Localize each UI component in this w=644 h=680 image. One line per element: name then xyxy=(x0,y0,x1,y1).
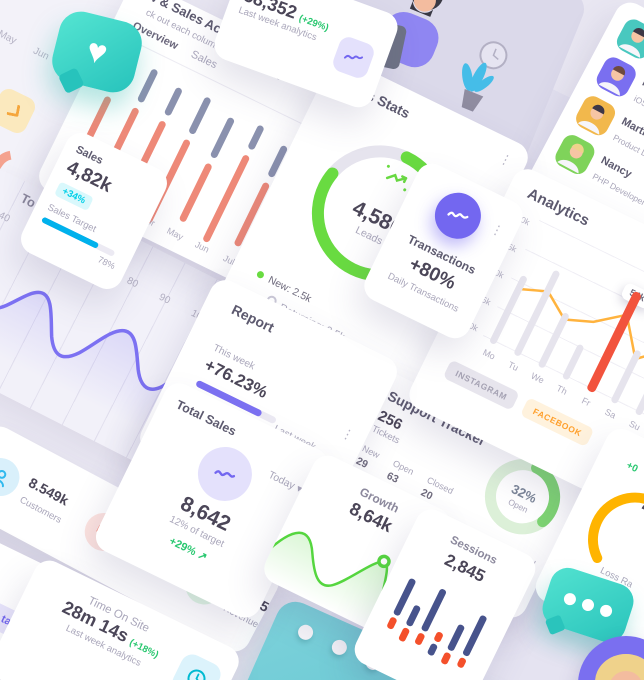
time-on-site-card: Time On Site 28m 14s (+18%) Last week an… xyxy=(0,555,245,680)
user-icon xyxy=(0,451,27,503)
loss-rate-card: +0 78 Loss Ra xyxy=(530,423,644,665)
secondary-bar xyxy=(136,67,159,104)
candle-accent xyxy=(433,630,444,644)
gauge-donut-chart xyxy=(485,459,561,535)
face xyxy=(413,0,436,12)
candle-body xyxy=(420,588,448,633)
data-point-marker xyxy=(377,554,391,569)
beard xyxy=(409,1,434,17)
candlestick xyxy=(456,614,488,669)
session-stat-card: Session 58,352 (+29%) Last week analytic… xyxy=(209,0,403,112)
avatar xyxy=(593,53,640,100)
candlestick xyxy=(426,630,444,657)
clock-icon-tile xyxy=(168,650,225,680)
window-dot xyxy=(295,622,316,643)
chat-dot xyxy=(598,603,614,619)
candle-accent xyxy=(397,626,411,643)
candle-body xyxy=(426,642,439,657)
candle-body xyxy=(461,614,488,658)
kebab-menu-icon[interactable]: ⋮ xyxy=(338,424,357,444)
member-role: iOS xyxy=(632,93,644,109)
list-item-member[interactable] xyxy=(613,15,644,124)
list-item-member[interactable]: Nancy PHP Developer xyxy=(551,131,644,241)
candle-body xyxy=(405,604,422,628)
transactions-icon-circle xyxy=(427,184,489,247)
chevron-icon xyxy=(6,103,21,118)
trend-wave-icon xyxy=(214,470,236,478)
metric-customers: 8.549k Customers xyxy=(0,451,75,528)
member-name: N xyxy=(640,76,644,92)
chat-dot xyxy=(562,591,578,607)
trend-wave-icon xyxy=(447,211,469,219)
list-item-member[interactable]: N iOS xyxy=(593,53,644,163)
trend-icon-tile xyxy=(330,34,377,81)
transactions-card: ⋮ Transactions +80% Daily Transactions xyxy=(358,158,529,344)
kebab-menu-icon[interactable]: ⋮ xyxy=(496,149,515,170)
candle-accent xyxy=(414,632,426,646)
gauge-arc xyxy=(588,492,644,587)
legend-dot xyxy=(255,270,266,280)
face xyxy=(611,671,641,680)
avatar xyxy=(613,15,644,62)
avatar xyxy=(572,92,619,139)
secondary-bar xyxy=(163,86,183,117)
bar-line-chart: 54k xyxy=(481,219,644,422)
secondary-bar xyxy=(187,95,212,135)
member-list: N iOS Martin Product De Nancy PHP Develo… xyxy=(548,15,644,248)
total-sales-card: Total Sales Today ▾ 8,642 12% of target … xyxy=(90,377,334,624)
chat-dot xyxy=(580,597,596,613)
avatar xyxy=(551,131,598,178)
candle-accent xyxy=(456,656,467,669)
secondary-bar xyxy=(246,124,265,151)
period-dropdown[interactable]: Today ▾ xyxy=(266,468,305,496)
analytics-card: Analytics 100k75k50k25k0k 54k MoTuWeThFr… xyxy=(404,163,644,508)
list-item-member[interactable]: Martin Product De xyxy=(572,92,644,202)
kebab-menu-icon[interactable]: ⋮ xyxy=(488,220,507,240)
candle-body xyxy=(446,623,466,652)
clock-icon xyxy=(187,669,206,680)
trend-wave-icon xyxy=(343,54,364,60)
candle-accent xyxy=(386,616,398,631)
trend-icon-circle xyxy=(188,437,262,511)
candlestick-chart xyxy=(377,574,498,680)
window-dot xyxy=(329,637,350,658)
plant-pot xyxy=(461,88,484,112)
team-list-card: N iOS Martin Product De Nancy PHP Develo… xyxy=(522,0,644,277)
candle-accent xyxy=(440,651,452,666)
trend-up-icon xyxy=(385,164,408,192)
heart-icon: ♥ xyxy=(82,30,112,73)
card-title: Report xyxy=(229,301,277,336)
